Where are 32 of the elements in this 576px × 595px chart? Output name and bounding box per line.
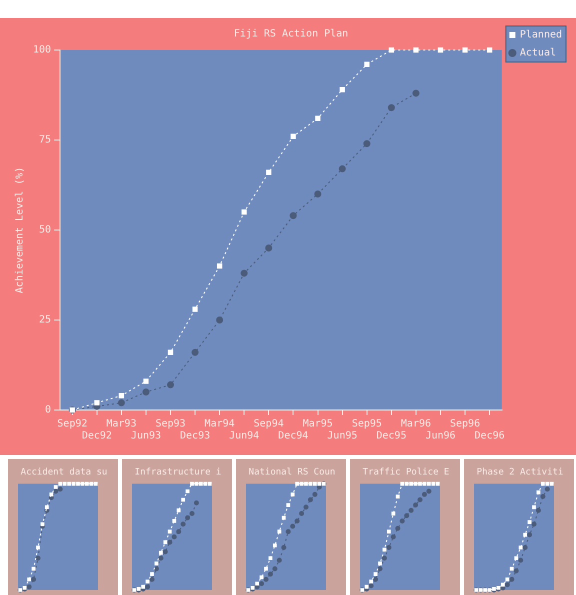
x-tick-label: Dec93 [180, 430, 210, 442]
y-axis-title: Achievement Level (%) [14, 166, 26, 294]
x-tick-label: Sep94 [254, 418, 284, 430]
x-tick-label: Sep93 [155, 418, 186, 430]
y-tick-label: 100 [33, 44, 52, 56]
y-tick-label: 75 [39, 134, 52, 146]
x-tick-label: Jun93 [130, 430, 162, 442]
x-tick-label: Dec92 [82, 430, 112, 442]
legend-label: Planned [520, 30, 562, 41]
x-tick-label: Dec95 [376, 430, 406, 442]
y-tick-label: 50 [39, 224, 52, 236]
chart-title: Accident data su [20, 468, 108, 478]
x-tick-label: Jun95 [327, 430, 358, 442]
x-tick-label: Dec94 [278, 430, 308, 442]
x-tick-label: Sep95 [352, 418, 382, 430]
x-tick-label: Mar95 [302, 418, 333, 430]
chart-title: Fiji RS Action Plan [234, 28, 348, 40]
x-tick-label: Jun94 [229, 430, 260, 442]
x-tick-label: Jun96 [425, 430, 456, 442]
chart-title: Phase 2 Activiti [476, 468, 564, 478]
x-tick-label: Mar96 [400, 418, 432, 430]
chart-title: Traffic Police E [362, 468, 450, 478]
y-tick-label: 25 [39, 314, 52, 326]
chart-title: National RS Coun [248, 468, 336, 478]
legend-label: Actual [520, 48, 556, 59]
x-tick-label: Dec96 [474, 430, 505, 442]
x-tick-label: Mar94 [204, 418, 235, 430]
x-tick-label: Sep96 [450, 418, 480, 430]
x-tick-label: Mar93 [106, 418, 136, 430]
x-tick-label: Sep92 [57, 418, 88, 430]
y-tick-label: 0 [45, 404, 52, 416]
chart-title: Infrastructure i [134, 468, 222, 478]
